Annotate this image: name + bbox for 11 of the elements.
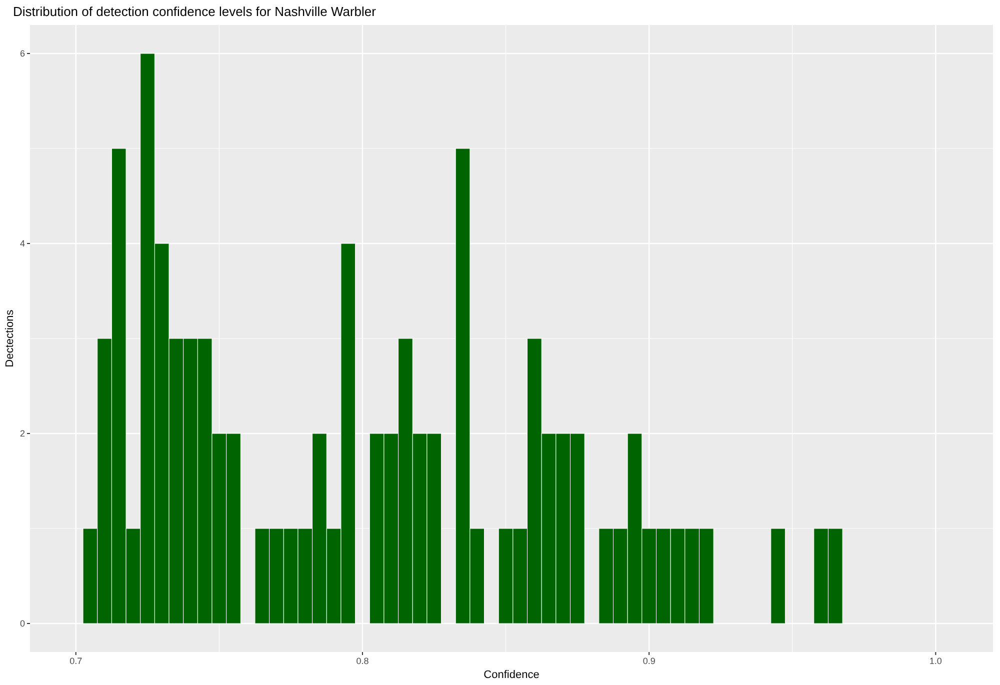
y-axis-title: Dectections [4, 309, 16, 368]
x-tick-label: 0.7 [70, 656, 82, 666]
x-tick-label: 0.9 [642, 656, 656, 666]
x-tick-label: 1.0 [929, 656, 942, 666]
y-tick-label: 0 [20, 618, 25, 629]
chart-title: Distribution of detection confidence levels for Nashville Warbler [13, 4, 377, 19]
x-axis-title: Confidence [484, 669, 540, 681]
y-tick-label: 2 [20, 428, 25, 439]
y-tick-label: 4 [20, 238, 25, 249]
y-tick-label: 6 [20, 48, 25, 59]
x-tick-label: 0.8 [356, 656, 369, 666]
